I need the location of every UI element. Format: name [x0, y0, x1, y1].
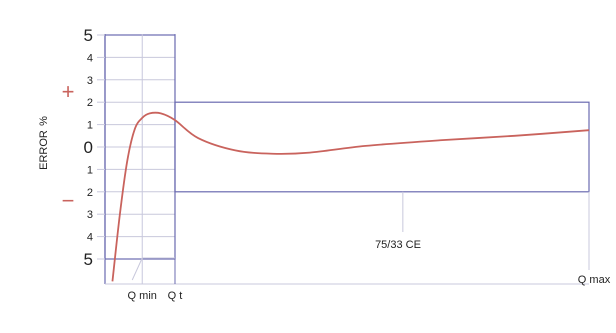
y-tick-label: 2	[87, 97, 93, 109]
x-end-label: Q max	[578, 274, 611, 286]
y-tick-label: 3	[87, 209, 93, 221]
grid-lines	[105, 56, 175, 238]
y-tick-labels: 5 4 3 2 1 0 1 2 3 4 5	[84, 26, 105, 269]
y-axis-unit: %	[38, 116, 50, 126]
y-tick-label: 3	[87, 75, 93, 87]
flow-markers: Q min Q t	[128, 34, 590, 302]
y-tick-label: 1	[87, 164, 93, 176]
guide-line	[131, 257, 143, 281]
minus-sign: −	[62, 188, 75, 213]
tolerance-band-2	[174, 101, 590, 193]
error-curves	[111, 111, 589, 282]
y-axis-label: ERROR	[38, 130, 50, 170]
plus-sign: +	[62, 79, 75, 104]
x-marker-label: Q t	[168, 290, 183, 302]
y-tick-label: 5	[84, 26, 93, 45]
y-tick-label: 4	[87, 232, 93, 244]
annotation-label: 75/33 CE	[375, 239, 421, 251]
y-tick-label: 2	[87, 187, 93, 199]
y-tick-label: 4	[87, 52, 93, 64]
error-curve-line	[111, 111, 589, 282]
y-tick-label: 1	[87, 120, 93, 132]
x-marker-label: Q min	[128, 290, 157, 302]
y-tick-label: 5	[84, 250, 93, 269]
tolerance-bands	[104, 34, 590, 285]
y-tick-label: 0	[84, 138, 93, 157]
